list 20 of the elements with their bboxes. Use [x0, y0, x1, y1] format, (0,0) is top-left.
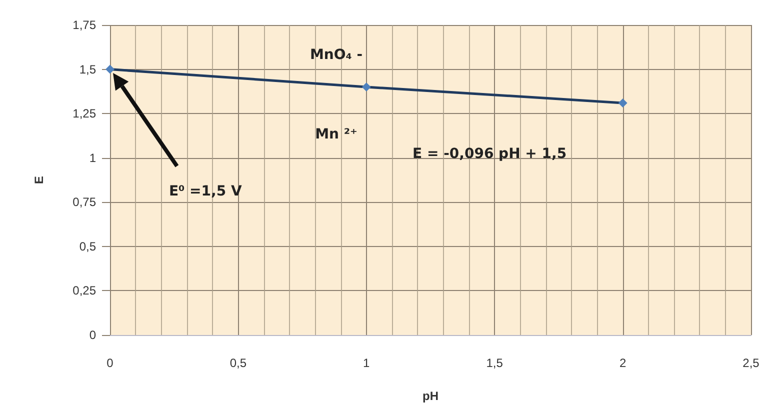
y-tick-label: 1,5 — [79, 62, 96, 76]
y-tick-label: 0,25 — [72, 284, 96, 298]
annotation: E⁰ =1,5 V — [168, 183, 242, 200]
y-tick-label: 0,75 — [72, 195, 96, 210]
annotation: MnO₄ - — [310, 47, 363, 64]
x-tick-label: 1 — [363, 356, 370, 370]
x-tick-label: 0 — [106, 356, 114, 370]
y-axis-title: E — [32, 176, 46, 184]
x-tick-label: 1,5 — [486, 356, 504, 370]
y-tick-label: 0 — [89, 328, 96, 342]
annotation: Mn ²⁺ — [315, 126, 358, 143]
x-tick-label: 2 — [619, 356, 626, 370]
y-tick-label: 1,75 — [72, 18, 96, 32]
y-tick-label: 1 — [89, 150, 96, 165]
y-tick-label: 0,5 — [79, 239, 96, 254]
x-tick-label: 0,5 — [230, 356, 247, 370]
annotation: E = -0,096 pH + 1,5 — [412, 146, 567, 162]
x-tick-label: 2,5 — [742, 356, 760, 370]
x-axis-title: pH — [422, 389, 438, 403]
y-tick-label: 1,25 — [72, 106, 96, 121]
